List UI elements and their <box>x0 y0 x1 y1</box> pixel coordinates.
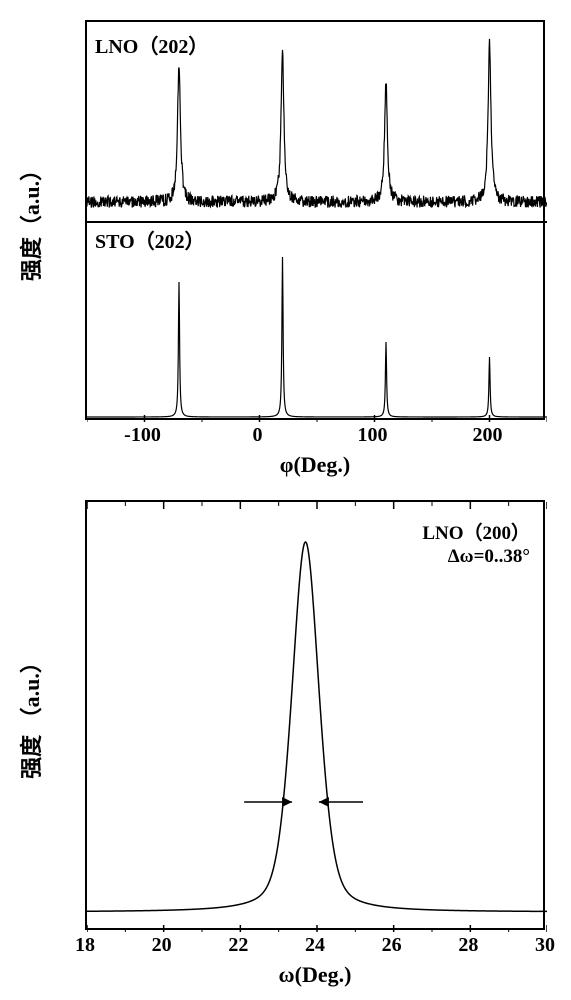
x-tick-label: 18 <box>75 934 95 957</box>
x-tick-label: 22 <box>228 934 248 957</box>
x-axis-label: φ(Deg.) <box>280 452 351 478</box>
x-tick-label: 200 <box>473 424 503 447</box>
phi-scan-plot <box>87 22 547 422</box>
annotation: Δω=0..38° <box>448 546 530 568</box>
x-tick-label: 28 <box>458 934 478 957</box>
panel-label: LNO（202） <box>95 30 208 59</box>
x-tick-label: 20 <box>152 934 172 957</box>
panel-label: STO（202） <box>95 225 205 254</box>
x-tick-label: 30 <box>535 934 555 957</box>
rocking-curve-figure: 强度 （a.u.） ω(Deg.) 18 20 22 24 26 28 30 LNO（200）… <box>10 490 561 990</box>
annotation: LNO（200） <box>422 518 530 545</box>
x-tick-label: -100 <box>124 424 161 447</box>
y-axis-label: 强度（a.u.） <box>14 159 46 281</box>
x-tick-label: 0 <box>253 424 263 447</box>
phi-scan-figure: 强度（a.u.） φ(Deg.) -100 0 100 200 LNO（202） STO（… <box>10 10 561 490</box>
x-tick-label: 26 <box>382 934 402 957</box>
y-axis-label: 强度 （a.u.） <box>14 651 46 779</box>
x-tick-label: 24 <box>305 934 325 957</box>
x-axis-label: ω(Deg.) <box>279 962 352 988</box>
plot-frame <box>85 20 545 420</box>
x-tick-label: 100 <box>358 424 388 447</box>
